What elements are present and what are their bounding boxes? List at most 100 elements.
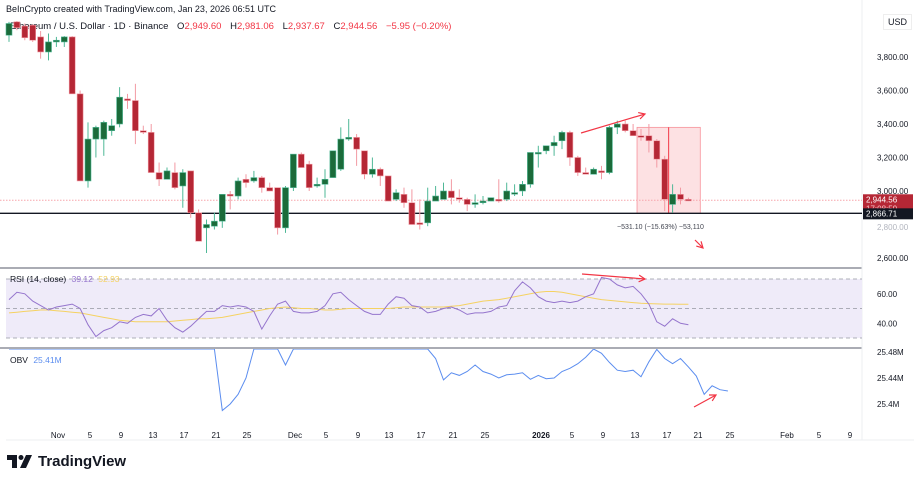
candle [590,168,597,175]
candle [558,132,566,142]
candle [582,172,590,175]
time-tick: 9 [848,431,853,440]
candle [353,137,360,150]
candle [661,158,669,200]
time-tick: 25 [481,431,490,440]
rsi-title: RSI (14, close) [10,274,67,284]
obv-arrow-up[interactable] [693,394,717,408]
candle [37,36,44,53]
tradingview-logo-icon [7,455,32,468]
time-tick: 17 [417,431,426,440]
time-tick: 5 [570,431,575,440]
candle [211,220,218,227]
candle [471,202,479,205]
symbol-name[interactable]: Ethereum / U.S. Dollar · 1D · Binance [10,21,169,32]
candle [92,127,100,140]
candle [376,168,384,177]
candle [432,195,439,202]
candle [45,41,52,53]
candle [274,187,281,229]
time-tick: 21 [694,431,703,440]
rsi-divergence-arrow[interactable] [581,273,646,280]
time-tick: 5 [88,431,93,440]
candle [645,135,653,142]
price-tick: 3,200.00 [877,154,909,163]
candle [487,197,495,202]
attribution-text: BeInCrypto created with TradingView.com,… [6,4,276,14]
candle [60,36,68,43]
candle [424,200,432,224]
candle [416,222,424,225]
candle [242,178,250,183]
time-tick: 5 [324,431,329,440]
trend-arrow-down[interactable] [694,239,704,249]
candle [527,152,534,185]
tradingview-logo[interactable]: TradingView [7,453,126,470]
candle [132,100,139,132]
close-label: C [333,21,341,32]
candle [179,172,187,187]
candle [384,175,392,202]
time-tick: 25 [726,431,735,440]
candle [84,138,92,182]
price-tick: 2,800.00 [877,223,909,232]
candle [669,194,676,205]
candle [400,194,408,204]
candle [226,194,234,197]
candle [187,170,194,214]
candle [282,187,289,229]
obv-value: 25.41M [33,355,62,365]
candle [195,212,202,242]
rsi-value: 39.12 [71,274,93,284]
candle [613,123,621,128]
candle [542,145,550,152]
candle [361,150,368,175]
trend-arrow-up-head [638,111,647,120]
candle [448,190,455,198]
candle [606,127,613,173]
candle [566,132,574,158]
candle [369,168,376,175]
currency-label[interactable]: USD [882,14,912,30]
price-tick: 3,800.00 [877,53,909,62]
candle [629,130,637,137]
candle [155,172,163,180]
price-tick: 3,600.00 [877,87,909,96]
candle [13,21,21,28]
time-tick: 9 [601,431,606,440]
time-tick: 21 [212,431,221,440]
time-tick: 13 [631,431,640,440]
candle [266,187,274,192]
candle [68,36,76,95]
candle [677,194,684,200]
high-label: H [230,21,237,32]
candle [29,24,37,41]
low-value: 2,937.67 [287,21,325,32]
time-tick: 13 [149,431,158,440]
candle [337,138,345,170]
time-tick: 25 [243,431,252,440]
logo-text: TradingView [38,453,127,470]
close-value: 2,944.56 [340,21,378,32]
time-tick: 5 [817,431,822,440]
rsi-ma-value: 52.93 [98,274,120,284]
obv-tick: 25.4M [877,400,900,409]
trend-arrow-up[interactable] [580,113,646,134]
candle [250,177,258,182]
candle [345,137,353,140]
candle [534,152,542,155]
candle [140,130,147,133]
candle [116,96,123,125]
candle [76,93,84,182]
candle [392,192,400,200]
candle [313,184,321,187]
rsi-tick: 40.00 [877,319,898,328]
obv-title: OBV [10,355,28,365]
time-tick: 17 [180,431,189,440]
candle [108,125,115,132]
support-price-badge [863,208,913,220]
candle [100,122,108,140]
candle [21,25,29,39]
candle [463,199,471,205]
